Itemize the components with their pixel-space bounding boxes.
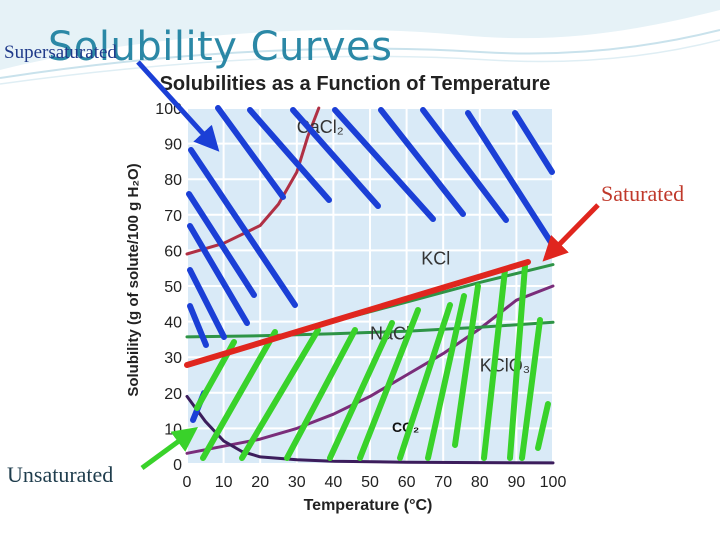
y-tick-label: 10 (164, 421, 182, 438)
y-tick-label: 50 (164, 279, 182, 296)
y-tick-label: 70 (164, 208, 182, 225)
y-tick-label: 80 (164, 172, 182, 189)
curve-nacl (185, 320, 555, 339)
hatch-stroke-green (535, 401, 551, 451)
hatch-stroke-blue (332, 107, 436, 222)
unsaturated-hatching (194, 263, 551, 461)
hatch-stroke-green (284, 327, 358, 461)
hatch-stroke-blue (378, 107, 466, 217)
x-tick-label: 50 (361, 474, 379, 491)
hatch-stroke-blue (290, 107, 381, 209)
x-tick-label: 20 (251, 474, 269, 491)
hatch-stroke-green (452, 283, 481, 448)
y-tick-label: 30 (164, 350, 182, 367)
y-tick-label: 60 (164, 243, 182, 260)
x-tick-label: 10 (215, 474, 233, 491)
hatch-stroke-green (327, 320, 395, 461)
hatch-stroke-green (519, 317, 543, 461)
y-tick-label: 40 (164, 315, 182, 332)
supersaturated-label: Supersaturated (4, 42, 117, 63)
hatch-stroke-blue (465, 110, 555, 247)
unsaturated-arrow (140, 427, 199, 471)
x-tick-label: 40 (325, 474, 343, 491)
chart-title: Solubilities as a Function of Temperatur… (160, 73, 551, 95)
decorative-swoosh (0, 0, 720, 85)
y-tick-label: 90 (164, 137, 182, 154)
hatch-stroke-blue (187, 303, 209, 348)
x-tick-label: 90 (508, 474, 526, 491)
x-axis-label: Temperature (°C) (304, 497, 433, 514)
hatch-stroke-blue (215, 105, 286, 200)
saturated-arrow (542, 203, 600, 262)
y-axis-label: Solubility (g of solute/100 g H₂O) (125, 163, 142, 396)
x-tick-label: 60 (398, 474, 416, 491)
y-tick-label: 0 (173, 457, 182, 474)
hatch-stroke-blue (187, 223, 250, 326)
supersaturated-hatching (186, 105, 555, 423)
hatch-stroke-blue (420, 107, 509, 223)
curve-co2 (185, 394, 555, 465)
y-tick-label: 20 (164, 386, 182, 403)
x-tick-label: 30 (288, 474, 306, 491)
x-tick-label: 70 (434, 474, 452, 491)
saturated-line (184, 259, 531, 368)
curve-label-kcl: KCl (421, 249, 450, 269)
x-tick-label: 80 (471, 474, 489, 491)
hatch-stroke-blue (186, 191, 257, 298)
unsaturated-label: Unsaturated (7, 462, 114, 487)
curve-kclo3 (185, 284, 555, 455)
hatch-stroke-green (397, 302, 453, 461)
saturated-label: Saturated (601, 181, 685, 206)
hatch-stroke-blue (188, 147, 298, 308)
hatch-stroke-green (200, 329, 278, 461)
hatch-stroke-blue (512, 110, 555, 175)
supersaturated-arrow (136, 60, 220, 152)
x-tick-label: 100 (540, 474, 567, 491)
hatch-stroke-blue (247, 107, 332, 203)
hatch-stroke-green (507, 263, 528, 461)
curve-label-kclo3: KClO₃ (480, 355, 530, 375)
hatch-stroke-green (357, 307, 421, 461)
slide-title: Solubility Curves (48, 24, 393, 70)
hatch-stroke-green (239, 327, 321, 461)
hatch-stroke-blue (187, 267, 227, 340)
hatch-stroke-green (425, 293, 467, 461)
x-tick-label: 0 (183, 474, 192, 491)
x-tick-labels: 0 10 20 30 40 50 60 70 80 90 100 (183, 474, 567, 491)
hatch-stroke-green (481, 267, 508, 461)
